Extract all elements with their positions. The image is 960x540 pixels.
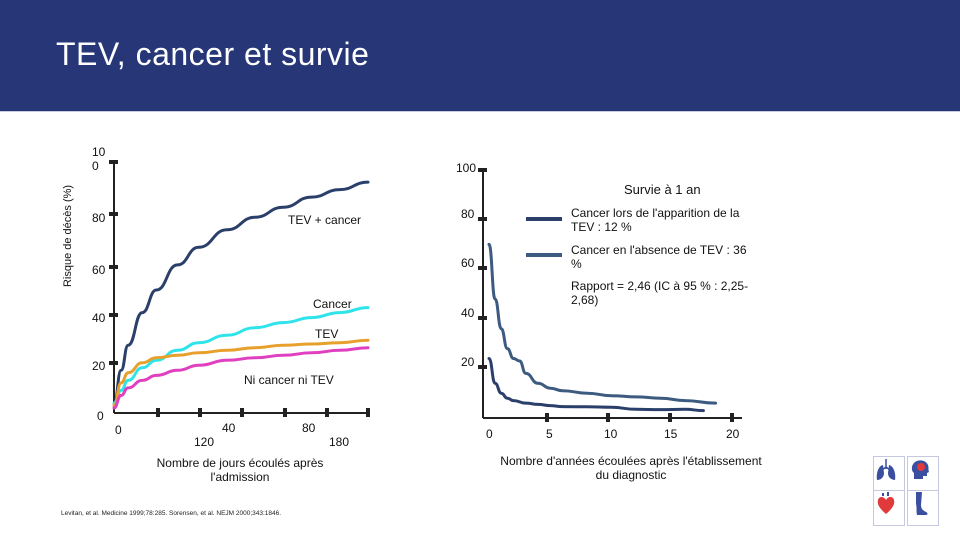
right-x-tickmark-10 xyxy=(606,413,610,422)
leg-icon xyxy=(916,492,928,515)
left-chart-x-axis-label: Nombre de jours écoulés après l'admissio… xyxy=(156,456,324,484)
series-label-cancer: Cancer xyxy=(313,297,352,311)
right-x-tick-10: 10 xyxy=(604,427,618,441)
right-x-tickmark-5 xyxy=(545,413,549,422)
left-y-tickmark-40 xyxy=(109,313,118,317)
head-logo xyxy=(907,456,939,492)
right-chart-series xyxy=(487,242,718,413)
left-x-tickmark-2 xyxy=(198,408,202,417)
head-brain-icon xyxy=(911,460,929,479)
title-banner xyxy=(0,0,960,111)
heart-logo xyxy=(873,490,905,526)
right-x-tick-0: 0 xyxy=(486,427,493,441)
left-chart-series-line-1 xyxy=(112,306,370,405)
left-y-tick-20: 20 xyxy=(92,359,106,373)
right-x-tick-20: 20 xyxy=(726,427,740,441)
reference-footnote: Levitan, et al. Medicine 1999;78:285. So… xyxy=(61,510,282,517)
left-x-tickmark-3 xyxy=(240,408,244,417)
left-y-tickmark-20 xyxy=(109,361,118,365)
left-x-tickmark-1 xyxy=(156,408,160,417)
right-chart-x-axis-label: Nombre d'années écoulées après l'établis… xyxy=(500,454,762,482)
right-y-tickmark-40 xyxy=(478,316,487,320)
series-label-ni-cancer-ni-tev: Ni cancer ni TEV xyxy=(244,373,334,387)
left-chart-series-line-3 xyxy=(112,346,370,410)
left-chart-series-line-2 xyxy=(112,338,370,407)
right-y-tick-80: 80 xyxy=(461,207,475,221)
right-chart-axes xyxy=(478,168,742,422)
heart-icon xyxy=(877,492,895,514)
right-y-tickmark-100 xyxy=(478,168,487,172)
leg-logo xyxy=(907,490,939,526)
left-chart-series xyxy=(112,180,370,410)
left-y-tick-80: 80 xyxy=(92,211,106,225)
hazard-ratio-annotation: Rapport = 2,46 (IC à 95 % : 2,25-2,68) xyxy=(571,279,749,307)
right-x-tick-5: 5 xyxy=(546,427,553,441)
right-chart-series-line-0 xyxy=(487,357,705,413)
legend-label-cancer-with-tev: Cancer lors de l'apparition de la TEV : … xyxy=(571,206,740,234)
right-y-tick-40: 40 xyxy=(461,306,475,320)
right-chart-series-line-1 xyxy=(487,242,718,405)
left-y-tickmark-100 xyxy=(109,160,118,164)
left-y-tick-0: 0 xyxy=(97,409,104,423)
right-y-tick-100: 100 xyxy=(456,161,477,175)
left-y-tickmark-60 xyxy=(109,265,118,269)
slide-title: TEV, cancer et survie xyxy=(56,36,370,72)
left-chart-axes xyxy=(109,160,370,417)
right-y-tick-20: 20 xyxy=(461,355,475,369)
right-x-tickmark-20 xyxy=(730,413,734,422)
left-y-tick-100: 10 0 xyxy=(92,145,106,173)
left-y-tick-40: 40 xyxy=(92,311,106,325)
right-y-tickmark-80 xyxy=(478,217,487,221)
left-x-tick-120: 120 xyxy=(194,435,215,449)
left-x-tick-180: 180 xyxy=(329,435,350,449)
right-y-tickmark-20 xyxy=(478,365,487,369)
right-x-tick-15: 15 xyxy=(664,427,678,441)
banner-divider xyxy=(0,111,960,112)
series-label-tev-cancer: TEV + cancer xyxy=(288,213,362,227)
right-x-tickmark-15 xyxy=(668,413,672,422)
legend-label-cancer-without-tev: Cancer en l'absence de TEV : 36 % xyxy=(571,243,747,271)
right-chart-title: Survie à 1 an xyxy=(624,182,701,197)
right-y-tick-60: 60 xyxy=(461,256,475,270)
left-x-tick-0: 0 xyxy=(115,423,122,437)
series-label-tev: TEV xyxy=(315,327,339,341)
lungs-logo xyxy=(873,456,905,492)
left-y-tick-60: 60 xyxy=(92,263,106,277)
left-chart-series-line-0 xyxy=(112,180,370,407)
lungs-icon xyxy=(876,459,896,480)
left-x-tickmark-5 xyxy=(325,408,329,417)
left-x-tickmark-6 xyxy=(366,408,370,417)
left-x-tickmark-4 xyxy=(283,408,287,417)
right-y-tickmark-60 xyxy=(478,266,487,270)
left-x-tick-80: 80 xyxy=(302,421,316,435)
left-y-tickmark-80 xyxy=(109,212,118,216)
left-x-tick-40: 40 xyxy=(222,421,236,435)
